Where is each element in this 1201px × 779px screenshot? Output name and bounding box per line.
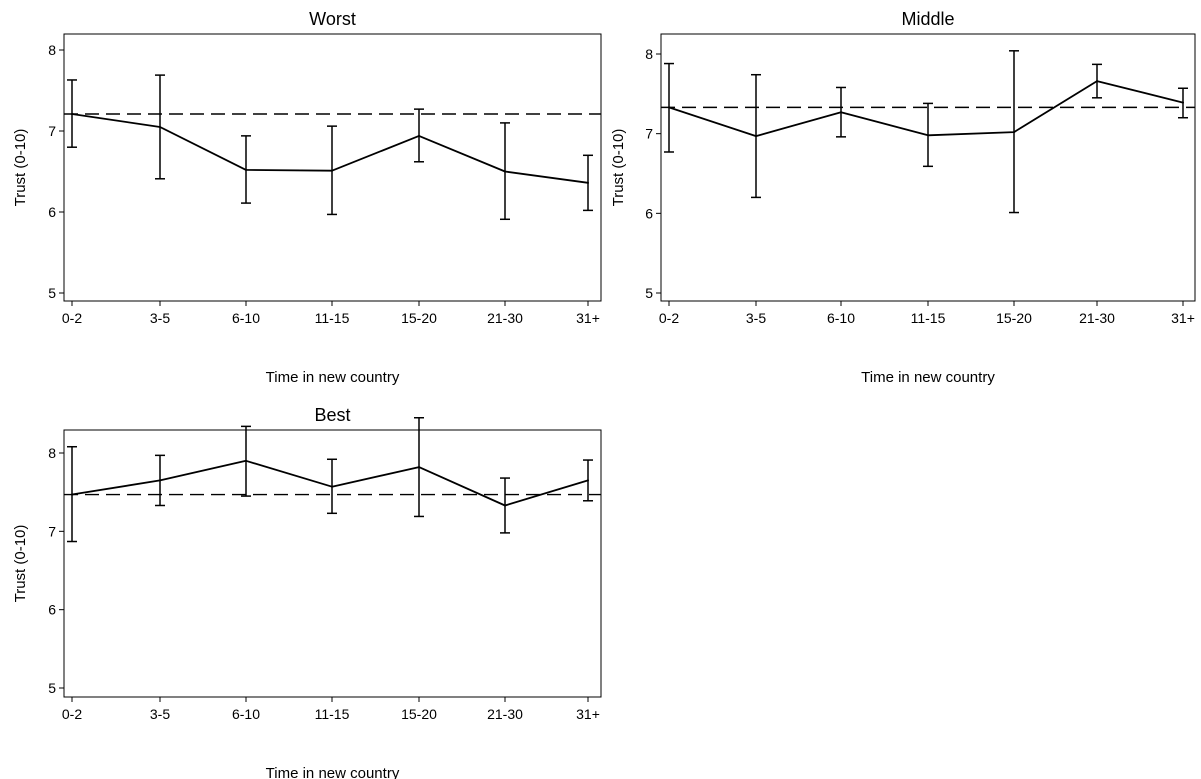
y-axis-label: Trust (0-10) bbox=[12, 525, 29, 603]
series-line bbox=[668, 80, 1184, 138]
y-tick-label: 8 bbox=[48, 42, 56, 58]
data-point bbox=[504, 170, 506, 173]
data-point bbox=[245, 168, 247, 171]
x-axis-label: Time in new country bbox=[266, 765, 400, 779]
y-tick-label: 6 bbox=[48, 204, 56, 220]
y-tick-label: 6 bbox=[48, 602, 56, 618]
data-point bbox=[71, 493, 73, 496]
data-point bbox=[840, 111, 842, 114]
x-tick-label: 0-2 bbox=[62, 310, 82, 326]
x-tick-label: 6-10 bbox=[232, 310, 260, 326]
data-point bbox=[587, 479, 589, 482]
data-point bbox=[1182, 101, 1184, 104]
x-tick-label: 11-15 bbox=[315, 706, 350, 722]
x-tick-label: 3-5 bbox=[150, 706, 170, 722]
data-point bbox=[587, 181, 589, 184]
data-point bbox=[159, 479, 161, 482]
x-axis-label: Time in new country bbox=[861, 369, 995, 386]
y-tick-label: 5 bbox=[645, 285, 653, 301]
series-line bbox=[71, 459, 589, 507]
x-tick-label: 31+ bbox=[576, 310, 600, 326]
x-tick-label: 15-20 bbox=[996, 310, 1032, 326]
data-point bbox=[1013, 131, 1015, 134]
x-tick-label: 6-10 bbox=[827, 310, 855, 326]
y-tick-label: 8 bbox=[48, 445, 56, 461]
data-point bbox=[245, 459, 247, 462]
x-tick-label: 21-30 bbox=[487, 310, 523, 326]
chart-title: Best bbox=[314, 405, 350, 425]
y-tick-label: 8 bbox=[645, 46, 653, 62]
x-axis-label: Time in new country bbox=[266, 369, 400, 386]
x-tick-label: 0-2 bbox=[659, 310, 679, 326]
data-point bbox=[755, 135, 757, 138]
data-point bbox=[418, 134, 420, 137]
x-tick-label: 6-10 bbox=[232, 706, 260, 722]
y-axis-label: Trust (0-10) bbox=[12, 129, 29, 207]
data-point bbox=[159, 125, 161, 128]
y-tick-label: 7 bbox=[48, 523, 56, 539]
x-tick-label: 11-15 bbox=[315, 310, 350, 326]
plot-frame bbox=[660, 33, 1196, 302]
y-axis-label: Trust (0-10) bbox=[610, 129, 627, 207]
series-line bbox=[71, 113, 589, 184]
x-tick-label: 15-20 bbox=[401, 310, 437, 326]
data-point bbox=[418, 466, 420, 469]
y-tick-label: 6 bbox=[645, 205, 653, 221]
data-point bbox=[927, 134, 929, 137]
y-tick-label: 5 bbox=[48, 680, 56, 696]
chart-panel-middle: Middle 5 6 7 8 Trust (0-10) 0-2 3-5 6-10 11-15 15-… bbox=[610, 9, 1196, 386]
data-point bbox=[331, 169, 333, 172]
data-point bbox=[504, 504, 506, 507]
data-point bbox=[668, 106, 670, 109]
chart-panel-best: Best 5 6 7 8 Trust (0-10) 0-2 3-5 6-10 11-15 15-20… bbox=[12, 405, 602, 779]
chart-panel-worst: Worst 5 6 7 8 Trust (0-10) 0-2 3-5 6-10 11-15 15-2… bbox=[12, 9, 602, 386]
data-point bbox=[331, 485, 333, 488]
x-tick-label: 15-20 bbox=[401, 706, 437, 722]
x-tick-label: 31+ bbox=[1171, 310, 1195, 326]
data-point bbox=[71, 112, 73, 115]
data-point bbox=[1096, 80, 1098, 83]
x-tick-label: 31+ bbox=[576, 706, 600, 722]
y-tick-label: 5 bbox=[48, 285, 56, 301]
x-tick-label: 11-15 bbox=[911, 310, 946, 326]
x-tick-label: 21-30 bbox=[1079, 310, 1115, 326]
x-tick-label: 0-2 bbox=[62, 706, 82, 722]
y-tick-label: 7 bbox=[48, 123, 56, 139]
x-tick-label: 21-30 bbox=[487, 706, 523, 722]
y-tick-label: 7 bbox=[645, 126, 653, 142]
chart-title: Middle bbox=[901, 9, 954, 29]
x-tick-label: 3-5 bbox=[746, 310, 766, 326]
x-tick-label: 3-5 bbox=[150, 310, 170, 326]
chart-title: Worst bbox=[309, 9, 356, 29]
